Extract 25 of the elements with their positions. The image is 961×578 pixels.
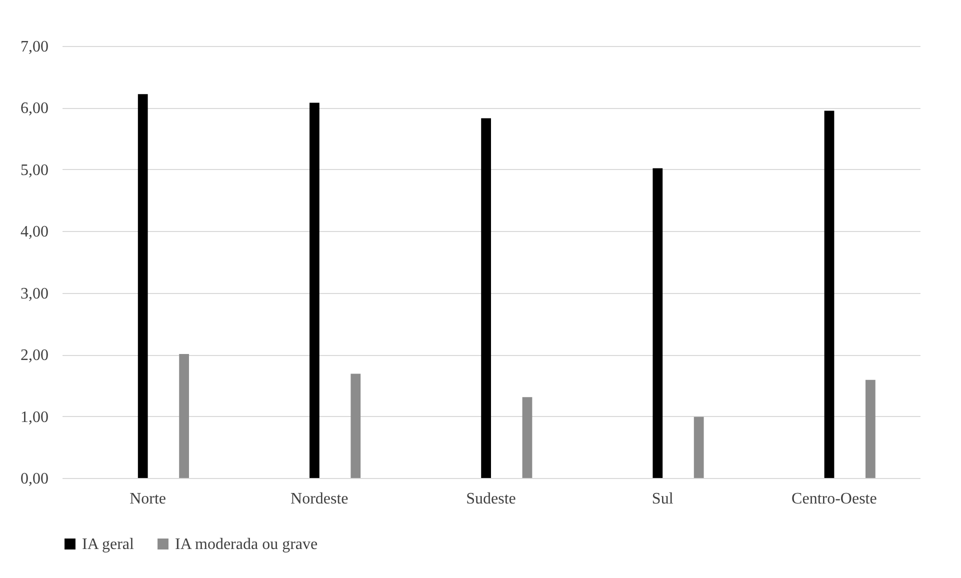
bar [694, 416, 704, 478]
bar [866, 380, 876, 478]
x-tick-label: Sul [652, 490, 674, 508]
y-tick-label: 6,00 [20, 100, 48, 118]
x-tick-label: Nordeste [290, 490, 348, 508]
y-tick-label: 1,00 [20, 408, 48, 426]
bar [522, 397, 532, 478]
y-tick-label: 7,00 [20, 38, 48, 56]
y-tick-label: 0,00 [20, 470, 48, 488]
y-tick-label: 2,00 [20, 347, 48, 364]
y-tick-label: 3,00 [20, 285, 48, 302]
bar [481, 118, 491, 478]
bar [652, 168, 663, 478]
y-tick-label: 5,00 [20, 162, 48, 179]
legend-label: IA moderada ou grave [175, 536, 318, 553]
y-tick-label: 4,00 [20, 224, 48, 241]
x-tick-label: Sudeste [466, 490, 516, 508]
x-tick-label: Norte [130, 490, 166, 508]
legend-label: IA geral [82, 536, 135, 553]
bar [310, 102, 320, 478]
x-tick-label: Centro-Oeste [792, 490, 877, 508]
bar [138, 94, 148, 478]
bar [824, 110, 834, 478]
bar [350, 374, 361, 478]
bar [179, 354, 189, 478]
